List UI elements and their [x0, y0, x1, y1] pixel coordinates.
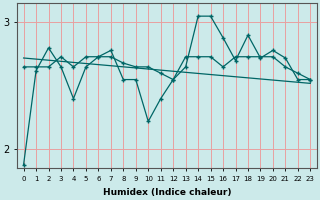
X-axis label: Humidex (Indice chaleur): Humidex (Indice chaleur): [103, 188, 231, 197]
